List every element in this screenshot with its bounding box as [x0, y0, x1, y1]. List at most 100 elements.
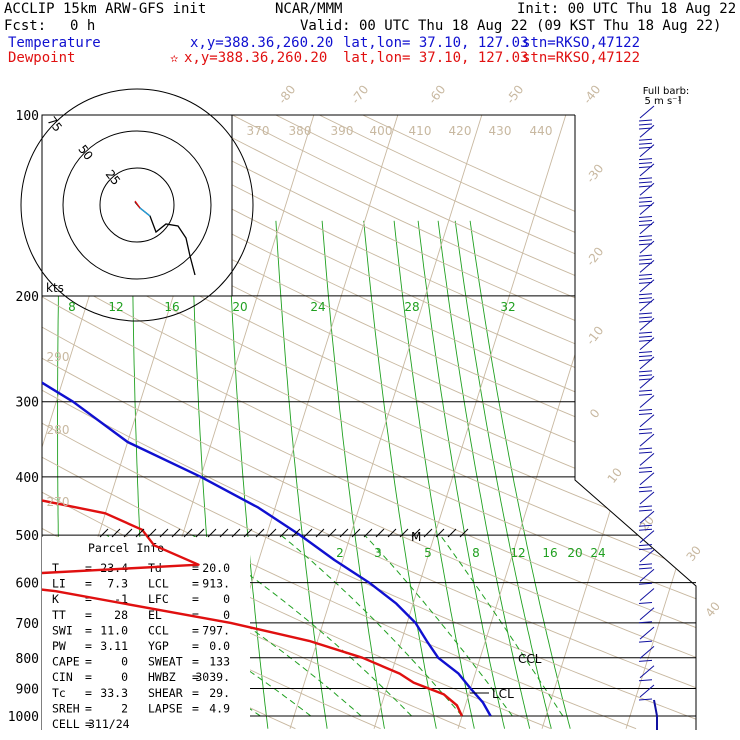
wind-barb-flag [638, 235, 653, 238]
mixing-ratio-label: 3 [374, 546, 382, 560]
wind-barb-flag [638, 254, 653, 257]
wind-barb-shaft [639, 279, 655, 293]
wind-barb-flag [638, 243, 653, 246]
wind-barb-flag [638, 413, 653, 415]
wind-barb-flag [638, 262, 653, 265]
wind-barb-flag [638, 659, 653, 662]
parcel-info-cell: 29. [209, 686, 230, 700]
wind-barb-shaft [639, 124, 655, 138]
wind-barb-flag [638, 293, 653, 296]
wind-barb-flag [638, 698, 653, 701]
parcel-info-cell: PW [52, 639, 66, 653]
init-time: Init: 00 UTC Thu 18 Aug 22 [517, 1, 737, 17]
hatch-mark [315, 528, 325, 538]
wind-barb-shaft [639, 510, 655, 524]
hatch-mark [267, 528, 277, 538]
parcel-info-cell: 7.3 [107, 577, 128, 591]
dry-adiabat [42, 115, 696, 730]
wind-barb-flag [638, 301, 653, 304]
parcel-info-cell: = [85, 717, 92, 731]
parcel-info-cell: SREH [52, 701, 80, 715]
wind-barb-flag [638, 621, 653, 624]
parcel-info-cell: = [192, 608, 199, 622]
mixing-ratio-label: 20 [232, 300, 247, 314]
wind-barb-flag [638, 224, 653, 226]
hatch-mark [327, 528, 337, 538]
pressure-tick-label: 1000 [8, 710, 39, 725]
wind-barb-shaft [639, 626, 655, 640]
wind-barb-flag [638, 432, 653, 435]
wind-barb-flag [638, 258, 653, 261]
parcel-info-cell: = [192, 686, 199, 700]
mixing-ratio-label: 2 [336, 546, 344, 560]
wind-barb-shaft [639, 588, 655, 601]
hatch-mark [123, 528, 133, 538]
barb-legend-units: 5 m s⁻¹ [645, 96, 682, 107]
wind-barb-flag [638, 679, 653, 682]
wind-barb-flag [638, 490, 653, 493]
isotherm-label: -80 [275, 83, 298, 107]
level-marker-ccl: CCL [518, 652, 542, 666]
pressure-tick-label: 200 [16, 290, 39, 305]
wind-barb-shaft [639, 607, 655, 621]
wind-barb-shaft [639, 221, 655, 235]
hatch-mark [291, 528, 301, 538]
parcel-info-cell: = [85, 639, 92, 653]
theta-label: 280 [47, 423, 70, 437]
parcel-info-cell: CCL [148, 623, 169, 637]
wind-barb-flag [638, 142, 653, 145]
pressure-tick-label: 300 [16, 396, 39, 411]
isotherm-line [625, 115, 696, 729]
dewpoint-label: Dewpoint [8, 50, 76, 66]
sounding-traces [42, 115, 492, 717]
wind-barb-shaft [639, 433, 655, 447]
isotherm-line [541, 115, 696, 729]
header: ACCLIP 15km ARW-GFS init NCAR/MMM Init: … [0, 0, 740, 70]
parcel-info-cell: = [192, 561, 199, 575]
pressure-tick-label: 700 [16, 617, 39, 632]
parcel-info-cell: = [192, 655, 199, 669]
wind-barb-shaft [639, 202, 655, 215]
isotherm-label: 10 [605, 465, 625, 486]
dry-adiabat [42, 115, 696, 730]
dry-adiabat [42, 115, 696, 730]
barb-legend-title: Full barb: [643, 86, 690, 97]
mixing-ratio-label: 5 [424, 546, 432, 560]
wind-barb-flag [638, 470, 653, 473]
parcel-info-cell: TT [52, 608, 66, 622]
series-dewpoint [42, 115, 464, 717]
hatch-mark [339, 528, 349, 538]
wind-barb-flag [638, 524, 653, 527]
wind-barb-flag [638, 567, 653, 570]
mixing-ratio-label: 12 [510, 546, 525, 560]
dry-adiabat [306, 115, 696, 730]
parcel-info-cell: = [85, 561, 92, 575]
wind-barb-shaft [639, 472, 655, 486]
hatch-mark [411, 528, 421, 538]
pressure-tick-label: 400 [16, 471, 39, 486]
dry-adiabat [42, 115, 696, 730]
parcel-info-cell: SHEAR [148, 686, 183, 700]
wind-barb-flag [638, 177, 653, 180]
parcel-info-cell: HWBZ [148, 670, 176, 684]
wind-barb-flag [638, 370, 653, 373]
parcel-info-cell: 133 [209, 655, 230, 669]
wind-barb-flag [638, 196, 653, 199]
hatch-mark [243, 528, 253, 538]
wind-barb-flag [638, 335, 653, 338]
wind-barb-flag [638, 181, 653, 184]
wind-barb-shaft [639, 453, 655, 466]
hatch-mark [459, 528, 469, 538]
moist-adiabat [106, 534, 362, 717]
parcel-info-cell: Tc [52, 686, 66, 700]
wind-barb-shaft [639, 665, 655, 679]
pressure-tick-label: 100 [16, 109, 39, 124]
wind-barb-shaft [639, 144, 655, 157]
isotherm-line [289, 115, 491, 729]
wind-barb-flag [638, 220, 653, 222]
wind-barb-flag [638, 119, 653, 122]
wind-barb-flag [638, 320, 653, 323]
mixing-ratio-line [437, 220, 531, 729]
parcel-info-cell: CAPE [52, 655, 80, 669]
theta-label: 420 [449, 124, 472, 138]
